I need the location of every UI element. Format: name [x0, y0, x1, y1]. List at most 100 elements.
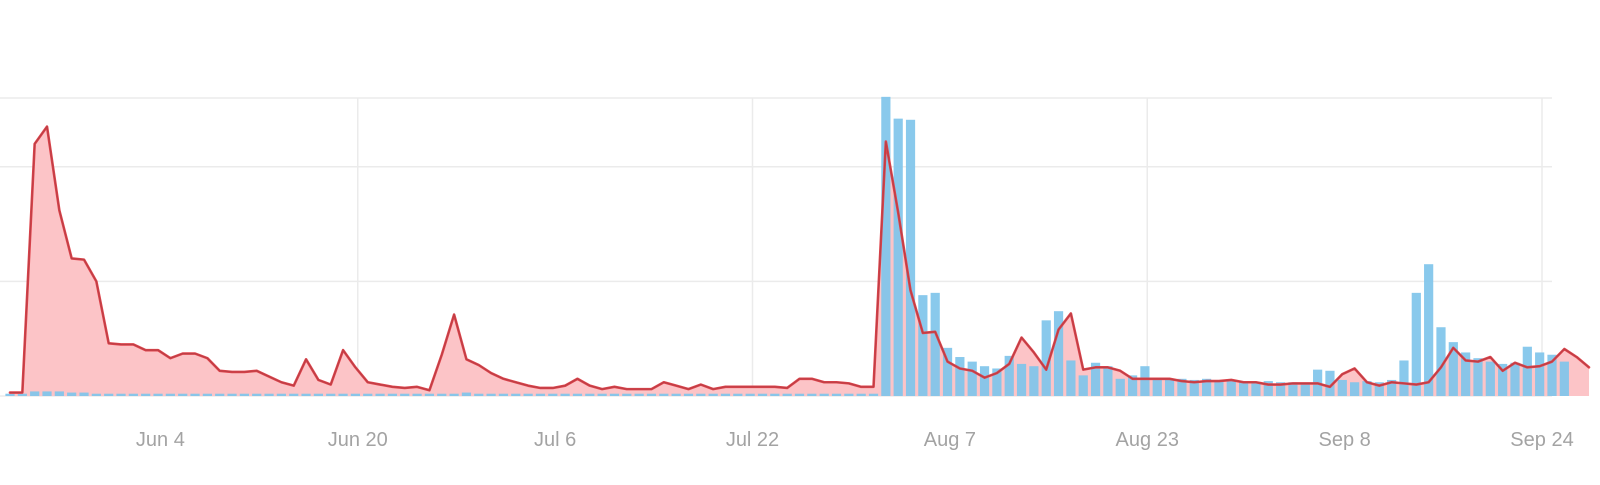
bar-99 [1226, 381, 1236, 396]
bar-78 [967, 361, 977, 396]
line-series-shadow [10, 125, 1590, 394]
bar-72 [893, 118, 903, 396]
bar-108 [1337, 379, 1347, 396]
bar-114 [1411, 292, 1421, 396]
bar-23 [289, 393, 299, 396]
bar-47 [585, 393, 595, 396]
bar-104 [1288, 382, 1298, 396]
bar-98 [1214, 381, 1224, 396]
bar-80 [992, 368, 1002, 396]
bar-87 [1078, 375, 1088, 396]
bar-93 [1152, 377, 1162, 396]
bar-71 [881, 96, 891, 396]
bar-113 [1399, 360, 1409, 396]
bar-58 [720, 393, 731, 396]
bar-14 [178, 393, 188, 396]
bar-102 [1263, 381, 1273, 396]
bar-16 [202, 393, 212, 396]
bar-52 [646, 393, 657, 396]
bar-40 [498, 393, 509, 396]
bar-25 [313, 393, 323, 396]
bar-121 [1498, 363, 1508, 396]
bar-65 [807, 393, 817, 396]
bar-39 [486, 393, 496, 396]
bar-89 [1103, 366, 1113, 396]
horizontal-grid [0, 97, 1552, 397]
bar-18 [227, 393, 237, 396]
bar-54 [671, 393, 681, 396]
bar-1 [17, 393, 27, 396]
bar-32 [400, 393, 410, 396]
bar-61 [757, 393, 768, 396]
bar-79 [979, 366, 990, 396]
bar-35 [437, 393, 447, 396]
bar-83 [1029, 366, 1039, 396]
bar-95 [1177, 378, 1187, 396]
bar-103 [1276, 382, 1286, 396]
bar-119 [1473, 358, 1483, 396]
bar-5 [67, 392, 77, 396]
bar-122 [1510, 362, 1520, 396]
bar-62 [770, 393, 780, 396]
x-tick-label-1: Jun 20 [328, 429, 388, 451]
bar-37 [461, 392, 472, 396]
bar-96 [1189, 379, 1199, 396]
bar-109 [1350, 382, 1360, 396]
bar-3 [42, 391, 52, 396]
bar-124 [1535, 352, 1545, 396]
bar-92 [1140, 366, 1150, 396]
bar-4 [54, 391, 64, 396]
bar-7 [91, 393, 101, 396]
bar-97 [1201, 378, 1212, 396]
bar-13 [165, 393, 175, 396]
bar-10 [128, 393, 138, 396]
bar-86 [1066, 360, 1076, 396]
x-tick-label-4: Aug 7 [924, 429, 976, 451]
bar-107 [1325, 370, 1335, 396]
bar-88 [1090, 362, 1101, 396]
bar-70 [868, 393, 879, 396]
bar-12 [153, 393, 163, 396]
bar-84 [1041, 320, 1051, 396]
bar-57 [708, 393, 718, 396]
x-tick-label-7: Sep 24 [1510, 429, 1573, 451]
bar-85 [1053, 311, 1064, 396]
bar-15 [190, 393, 200, 396]
bar-51 [634, 393, 644, 396]
bar-41 [511, 393, 521, 396]
bar-60 [745, 393, 755, 396]
bar-77 [955, 357, 965, 396]
bar-49 [609, 393, 620, 396]
bar-17 [215, 393, 225, 396]
bar-74 [918, 295, 928, 396]
bar-118 [1461, 352, 1471, 396]
bar-68 [844, 393, 854, 396]
vertical-grid [356, 98, 1543, 396]
bar-24 [301, 393, 311, 396]
bar-116 [1436, 327, 1446, 396]
x-tick-label-3: Jul 22 [726, 429, 779, 451]
x-tick-label-0: Jun 4 [136, 429, 185, 451]
bar-110 [1362, 381, 1372, 396]
x-tick-label-2: Jul 6 [534, 429, 576, 451]
bar-44 [548, 393, 558, 396]
bar-125 [1547, 354, 1557, 396]
bar-56 [696, 393, 706, 396]
bar-82 [1016, 363, 1027, 396]
bar-112 [1387, 379, 1397, 396]
bar-45 [560, 393, 570, 396]
bar-6 [79, 392, 89, 396]
bar-9 [116, 393, 126, 396]
bar-31 [387, 393, 398, 396]
bar-101 [1251, 383, 1261, 396]
bar-73 [905, 119, 916, 396]
bar-76 [942, 347, 953, 396]
bar-117 [1448, 342, 1458, 396]
line-series [8, 125, 1591, 394]
bar-48 [597, 393, 607, 396]
bar-53 [659, 393, 669, 396]
bar-8 [104, 393, 114, 396]
area-layer [10, 126, 1590, 397]
